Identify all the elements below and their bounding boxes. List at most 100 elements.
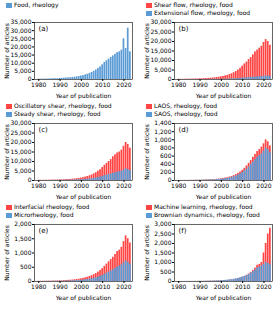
svg-text:1980: 1980 (171, 182, 186, 189)
svg-text:0: 0 (167, 75, 172, 83)
svg-text:0: 0 (27, 75, 32, 83)
svg-text:2010: 2010 (95, 81, 110, 88)
svg-text:2000: 2000 (74, 81, 89, 88)
svg-text:2010: 2010 (235, 283, 250, 290)
svg-text:0: 0 (27, 176, 32, 184)
html-text:Oscillatory shear, rheology, f: Oscillatory shear, rheology, food (14, 102, 112, 109)
svg-text:(b): (b) (179, 25, 189, 33)
svg-text:2000: 2000 (74, 182, 89, 189)
svg-text:1990: 1990 (52, 283, 67, 290)
svg-text:2010: 2010 (95, 283, 110, 290)
svg-text:Year of publication: Year of publication (55, 294, 112, 302)
svg-text:1,500: 1,500 (154, 249, 171, 256)
svg-text:1,400: 1,400 (154, 119, 171, 126)
html-text:Extensional flow, rheology, fo: Extensional flow, rheology, food (154, 9, 251, 16)
svg-text:2,500: 2,500 (154, 230, 171, 237)
svg-text:1,000: 1,000 (154, 258, 171, 265)
svg-text:5,000: 5,000 (14, 167, 31, 174)
svg-text:1990: 1990 (52, 81, 67, 88)
svg-text:(a): (a) (39, 25, 49, 33)
svg-text:30,000: 30,000 (151, 18, 172, 25)
svg-text:1,200: 1,200 (154, 128, 171, 135)
html-text:LAOS, rheology, food: LAOS, rheology, food (154, 102, 218, 109)
svg-text:Year of publication: Year of publication (195, 294, 252, 302)
svg-text:Year of publication: Year of publication (195, 92, 252, 100)
svg-text:0: 0 (27, 277, 32, 285)
svg-text:1990: 1990 (192, 283, 207, 290)
svg-text:30,000: 30,000 (11, 119, 32, 126)
svg-text:0: 0 (167, 176, 172, 184)
svg-text:15,000: 15,000 (151, 47, 172, 54)
html-text:Shear flow, rheology, food: Shear flow, rheology, food (154, 1, 233, 8)
svg-text:1980: 1980 (171, 283, 186, 290)
svg-text:2020: 2020 (116, 283, 131, 290)
svg-text:1990: 1990 (192, 182, 207, 189)
html-text:Steady shear, rheology, food: Steady shear, rheology, food (14, 110, 101, 117)
svg-text:Number of articles: Number of articles (3, 225, 10, 281)
svg-text:25,000: 25,000 (11, 129, 32, 136)
html-text:Machine learning, rheology, fo: Machine learning, rheology, food (154, 203, 253, 210)
svg-text:(e): (e) (39, 227, 49, 235)
svg-text:1980: 1980 (171, 81, 186, 88)
svg-text:Year of publication: Year of publication (195, 193, 252, 201)
svg-text:5,000: 5,000 (14, 67, 31, 74)
svg-text:500: 500 (20, 263, 32, 270)
svg-text:2020: 2020 (256, 81, 271, 88)
svg-text:Number of articles: Number of articles (143, 225, 150, 281)
svg-text:600: 600 (160, 152, 172, 159)
svg-text:500: 500 (160, 268, 172, 275)
svg-text:35,000: 35,000 (11, 18, 32, 25)
svg-text:1980: 1980 (31, 182, 46, 189)
svg-text:1980: 1980 (31, 283, 46, 290)
svg-text:20,000: 20,000 (11, 43, 32, 50)
svg-text:20,000: 20,000 (11, 138, 32, 145)
svg-text:1990: 1990 (192, 81, 207, 88)
svg-text:1,000: 1,000 (14, 249, 31, 256)
html-text:Interfacial rheology, food: Interfacial rheology, food (14, 203, 90, 210)
svg-text:2,000: 2,000 (154, 239, 171, 246)
svg-text:1,000: 1,000 (154, 136, 171, 143)
svg-text:Number of articles: Number of articles (143, 124, 150, 180)
svg-text:2,000: 2,000 (14, 220, 31, 227)
svg-text:Number of articles: Number of articles (3, 124, 10, 180)
svg-text:2010: 2010 (95, 182, 110, 189)
svg-text:10,000: 10,000 (151, 56, 172, 63)
svg-text:1,500: 1,500 (14, 235, 31, 242)
svg-text:5,000: 5,000 (154, 66, 171, 73)
svg-text:2020: 2020 (256, 283, 271, 290)
svg-text:20,000: 20,000 (151, 37, 172, 44)
svg-text:2000: 2000 (74, 283, 89, 290)
svg-text:Year of publication: Year of publication (55, 92, 112, 100)
svg-text:2000: 2000 (214, 81, 229, 88)
svg-text:2000: 2000 (214, 283, 229, 290)
html-text:SAOS, rheology, food: SAOS, rheology, food (154, 110, 218, 117)
svg-text:Year of publication: Year of publication (55, 193, 112, 201)
html-text:Microrheology, food: Microrheology, food (14, 211, 74, 218)
html-text:Food, rheology: Food, rheology (14, 1, 59, 8)
svg-text:15,000: 15,000 (11, 148, 32, 155)
svg-text:3,000: 3,000 (154, 220, 171, 227)
svg-text:2020: 2020 (116, 81, 131, 88)
svg-text:200: 200 (160, 168, 172, 175)
html-text:Brownian dynamics, rheology, f: Brownian dynamics, rheology, food (154, 211, 260, 218)
svg-text:Number of articles: Number of articles (143, 23, 150, 79)
svg-text:(f): (f) (179, 227, 187, 235)
svg-text:Number of articles: Number of articles (3, 23, 10, 79)
svg-text:10,000: 10,000 (11, 59, 32, 66)
svg-text:(d): (d) (179, 126, 189, 134)
svg-text:2010: 2010 (235, 182, 250, 189)
svg-text:25,000: 25,000 (11, 35, 32, 42)
svg-text:10,000: 10,000 (11, 157, 32, 164)
svg-text:30,000: 30,000 (11, 27, 32, 34)
svg-text:1990: 1990 (52, 182, 67, 189)
svg-text:15,000: 15,000 (11, 51, 32, 58)
svg-text:800: 800 (160, 144, 172, 151)
svg-text:1980: 1980 (31, 81, 46, 88)
svg-text:(c): (c) (39, 126, 49, 134)
svg-text:2020: 2020 (256, 182, 271, 189)
svg-text:2000: 2000 (214, 182, 229, 189)
svg-text:2020: 2020 (116, 182, 131, 189)
svg-text:25,000: 25,000 (151, 28, 172, 35)
svg-text:2010: 2010 (235, 81, 250, 88)
svg-text:400: 400 (160, 160, 172, 167)
